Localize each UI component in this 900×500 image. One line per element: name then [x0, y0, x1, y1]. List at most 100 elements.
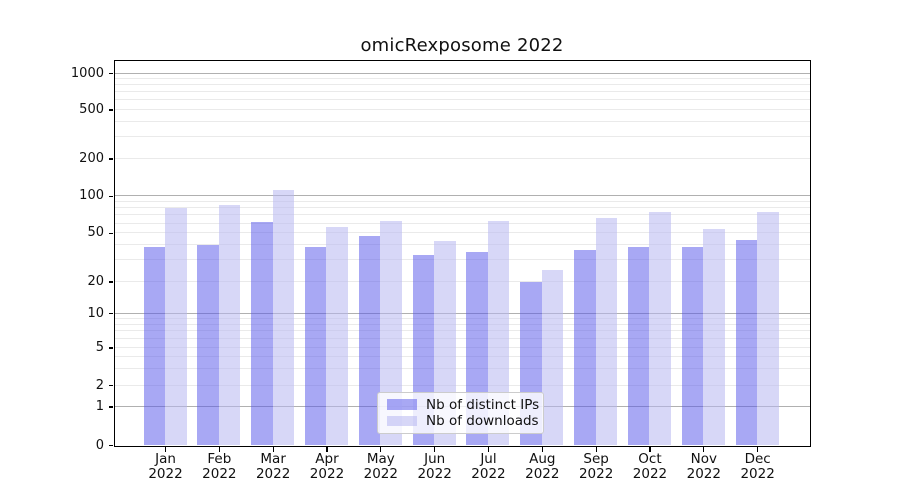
x-tick-label: Jun 2022: [403, 450, 467, 483]
bar-nb-of-downloads-oct: [649, 211, 671, 445]
bar-nb-of-downloads-jan: [165, 207, 187, 445]
legend-item-nb-of-downloads: Nb of downloads: [387, 413, 539, 429]
gridline-minor: [114, 214, 810, 216]
y-tick-label: 50: [87, 225, 104, 241]
gridline-minor: [114, 222, 810, 224]
gridline-minor: [114, 91, 810, 93]
x-tick: [703, 447, 705, 452]
gridline-minor: [114, 109, 810, 110]
x-tick-label: Sep 2022: [564, 450, 628, 483]
x-tick-label-line: 2022: [148, 466, 183, 482]
gridline-minor: [114, 120, 810, 122]
x-tick-label-line: 2022: [309, 466, 345, 482]
gridline-minor: [114, 330, 810, 332]
gridline-minor: [114, 323, 810, 325]
x-tick-label-line: Dec: [744, 450, 771, 467]
legend-label: Nb of downloads: [426, 413, 539, 429]
x-tick-label-line: 2022: [632, 466, 668, 482]
bar-nb-of-downloads-feb: [218, 204, 241, 445]
x-tick-label: May 2022: [349, 450, 413, 483]
gridline-minor: [114, 259, 810, 261]
legend: Nb of distinct IPs Nb of downloads: [377, 392, 544, 434]
y-tick-label: 2: [95, 377, 104, 393]
gridline-minor: [114, 347, 810, 348]
bar-nb-of-downloads-may: [380, 220, 402, 445]
gridline-major: [114, 195, 810, 197]
gridline-minor: [114, 232, 810, 234]
y-tick-label: 1: [95, 399, 104, 414]
y-tick: [108, 347, 113, 349]
gridline-minor: [114, 78, 810, 80]
y-tick: [108, 281, 113, 283]
gridline-minor: [114, 337, 810, 339]
x-tick: [487, 447, 490, 452]
gridline-minor: [114, 158, 810, 159]
x-tick: [326, 447, 328, 452]
x-tick-label: Jan 2022: [134, 450, 198, 483]
bar-nb-of-downloads-mar: [272, 189, 295, 445]
legend-label: Nb of distinct IPs: [426, 396, 540, 413]
y-tick-label: 1000: [70, 65, 104, 81]
gridline-minor: [114, 84, 810, 86]
y-tick: [108, 72, 113, 75]
x-tick-label-line: May: [366, 450, 395, 467]
bar-nb-of-distinct-ips-sep: [574, 250, 596, 445]
y-tick: [108, 158, 113, 160]
bar-nb-of-downloads-dec: [757, 211, 779, 445]
x-tick-label-line: 2022: [255, 466, 291, 482]
y-tick: [108, 232, 113, 234]
gridline-minor: [114, 244, 810, 246]
x-tick-label: Aug 2022: [510, 451, 574, 483]
x-tick-label-line: 2022: [363, 466, 398, 482]
bar-nb-of-distinct-ips-feb: [197, 244, 219, 445]
gridline-minor: [114, 317, 810, 319]
x-tick-label-line: Sep: [583, 450, 609, 467]
bar-nb-of-distinct-ips-apr: [304, 247, 327, 445]
x-tick: [595, 447, 597, 452]
bar-nb-of-downloads-apr: [326, 226, 348, 445]
x-tick-label: Nov 2022: [672, 451, 736, 483]
legend-swatch-nb-of-downloads: [387, 415, 417, 427]
x-tick: [380, 447, 382, 452]
legend-swatch-nb-of-distinct-ips: [387, 399, 417, 410]
x-tick-label-line: 2022: [202, 466, 237, 482]
x-tick-label-line: Mar: [260, 450, 286, 467]
x-tick-label-line: 2022: [740, 466, 775, 482]
gridline-minor: [114, 281, 810, 282]
x-tick-label-line: 2022: [525, 466, 560, 482]
y-tick-label: 500: [79, 102, 104, 117]
bar-nb-of-downloads-sep: [595, 218, 618, 445]
gridline-minor: [114, 384, 810, 386]
x-tick: [649, 447, 651, 452]
x-tick-label: Mar 2022: [241, 450, 305, 483]
x-tick-label-line: Apr: [315, 450, 339, 467]
gridline-minor: [114, 367, 810, 369]
y-tick-label: 10: [87, 305, 104, 321]
x-tick-label: Oct 2022: [618, 451, 682, 483]
y-tick: [108, 195, 113, 197]
bar-nb-of-distinct-ips-jan: [143, 247, 165, 445]
gridline-minor: [114, 201, 810, 203]
plot-area: [113, 59, 811, 447]
bar-nb-of-downloads-aug: [541, 269, 564, 445]
x-tick-label-line: 2022: [686, 466, 721, 482]
y-tick-label: 5: [95, 340, 104, 355]
gridline-minor: [114, 136, 810, 138]
y-tick-label: 100: [79, 188, 104, 204]
x-tick-label-line: Feb: [207, 450, 232, 467]
x-tick-label-line: Jun: [424, 450, 446, 467]
x-tick-label-line: Jan: [155, 450, 176, 467]
y-tick: [108, 384, 113, 387]
gridline-major: [114, 72, 810, 74]
bar-nb-of-distinct-ips-dec: [735, 239, 758, 445]
y-tick: [108, 444, 113, 447]
bar-nb-of-downloads-jul: [487, 220, 510, 445]
y-tick: [108, 109, 113, 111]
x-tick-label-line: Jul: [480, 450, 497, 467]
bar-nb-of-distinct-ips-nov: [681, 247, 704, 445]
x-tick: [434, 447, 436, 452]
gridline-major: [114, 312, 810, 314]
x-tick: [272, 447, 274, 452]
x-tick-label: Apr 2022: [295, 450, 359, 483]
y-tick-label: 200: [79, 151, 104, 166]
